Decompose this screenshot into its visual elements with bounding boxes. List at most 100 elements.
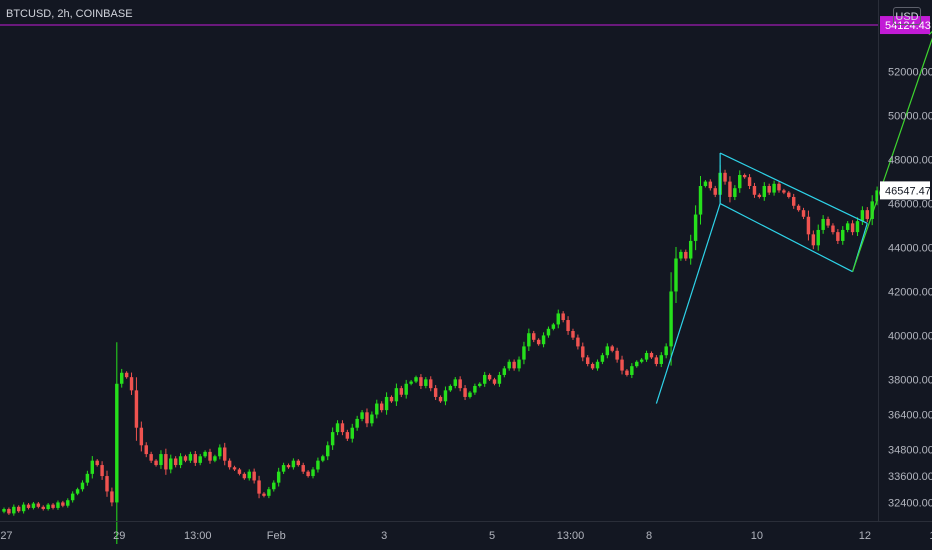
time-tick-label: 5 bbox=[489, 530, 495, 542]
candle-body bbox=[75, 489, 80, 494]
candle-body bbox=[782, 190, 786, 193]
candle-body bbox=[389, 396, 394, 402]
candle-body bbox=[120, 372, 124, 384]
candle-body bbox=[600, 355, 605, 362]
candle-body bbox=[571, 331, 575, 338]
candle-body bbox=[473, 385, 477, 393]
candle-body bbox=[605, 346, 610, 356]
candle-body bbox=[590, 363, 595, 369]
candle-body bbox=[826, 218, 830, 226]
candle-body bbox=[679, 251, 683, 259]
candle-body bbox=[149, 454, 153, 461]
candle-body bbox=[443, 390, 448, 402]
symbol-title: BTCUSD, 2h, COINBASE bbox=[6, 8, 133, 20]
candle-body bbox=[747, 177, 752, 186]
candle-body bbox=[316, 460, 320, 470]
candle-body bbox=[164, 454, 168, 470]
candle-body bbox=[262, 493, 266, 496]
time-tick-label: 27 bbox=[0, 530, 12, 542]
candle-body bbox=[409, 381, 413, 384]
candle-body bbox=[703, 181, 708, 186]
candle-body bbox=[198, 456, 202, 463]
currency-selector[interactable]: USD bbox=[893, 7, 921, 25]
candle-body bbox=[12, 506, 16, 514]
candle-body bbox=[296, 460, 301, 466]
candle-body bbox=[669, 291, 673, 347]
level-price-tag bbox=[880, 16, 930, 35]
candle-body bbox=[90, 460, 95, 474]
price-tick-label: 38000.00 bbox=[888, 374, 932, 386]
candle-body bbox=[630, 366, 634, 375]
candle-body bbox=[46, 504, 50, 510]
candle-body bbox=[512, 361, 516, 369]
drawing-layer[interactable] bbox=[0, 24, 932, 404]
candle-body bbox=[453, 379, 457, 386]
candle-body bbox=[85, 473, 90, 483]
candle-body bbox=[517, 359, 521, 369]
candle-body bbox=[31, 503, 36, 508]
candle-body bbox=[448, 385, 453, 391]
candle-body bbox=[816, 229, 820, 246]
candle-body bbox=[247, 471, 251, 479]
candle-body bbox=[169, 458, 173, 470]
candle-body bbox=[502, 368, 507, 375]
candle-body bbox=[242, 473, 247, 479]
time-tick-label: 13:00 bbox=[557, 530, 585, 542]
time-tick-label: 3 bbox=[381, 530, 387, 542]
candle-body bbox=[301, 465, 305, 472]
candle-body bbox=[213, 456, 217, 461]
candle-body bbox=[51, 504, 55, 508]
candle-body bbox=[659, 355, 663, 364]
candle-body bbox=[129, 377, 134, 391]
candle-body bbox=[635, 361, 639, 367]
candle-body bbox=[625, 370, 629, 375]
price-tick-label: 46000.00 bbox=[888, 199, 932, 211]
candle-body bbox=[487, 374, 492, 380]
candle-body bbox=[330, 432, 335, 446]
projection-arrow-head bbox=[928, 30, 932, 36]
candle-body bbox=[836, 232, 840, 241]
candle-body bbox=[821, 218, 825, 230]
candle-body bbox=[232, 467, 237, 470]
candle-body bbox=[281, 465, 286, 472]
candle-body bbox=[796, 205, 801, 211]
candle-body bbox=[95, 460, 99, 466]
candle-body bbox=[801, 210, 806, 217]
candle-body bbox=[355, 418, 359, 428]
candle-body bbox=[438, 396, 443, 402]
candle-body bbox=[581, 346, 585, 358]
candle-body bbox=[649, 352, 654, 358]
price-tick-label: 33600.00 bbox=[888, 471, 932, 483]
candle-body bbox=[335, 423, 340, 433]
price-axis[interactable]: 32400.00 33600.00 34800.00 36400.00 38000.00… bbox=[888, 67, 932, 510]
candle-body bbox=[424, 379, 428, 386]
flag-lower-line bbox=[719, 203, 853, 273]
candle-body bbox=[654, 357, 659, 364]
candle-body bbox=[384, 396, 389, 411]
candle-body bbox=[478, 383, 482, 386]
candle-body bbox=[536, 339, 541, 345]
candle-body bbox=[850, 223, 855, 233]
candle-body bbox=[713, 188, 717, 195]
candle-body bbox=[26, 504, 31, 508]
candle-body bbox=[321, 456, 325, 461]
candle-body bbox=[610, 346, 614, 351]
candle-body bbox=[311, 469, 315, 477]
candle-body bbox=[340, 423, 345, 433]
price-tick-label: 36400.00 bbox=[888, 410, 932, 422]
candle-body bbox=[183, 456, 188, 461]
flagpole-line bbox=[655, 203, 721, 404]
candle-body bbox=[556, 313, 560, 325]
price-tick-label: 40000.00 bbox=[888, 330, 932, 342]
candle-body bbox=[306, 471, 310, 477]
candle-body bbox=[2, 509, 6, 512]
time-tick-label: 10 bbox=[751, 530, 763, 542]
candle-body bbox=[154, 460, 158, 466]
candle-body bbox=[267, 489, 271, 496]
candle-body bbox=[546, 328, 551, 336]
candle-body bbox=[80, 482, 85, 490]
candle-body bbox=[615, 350, 619, 360]
candle-body bbox=[110, 491, 114, 503]
